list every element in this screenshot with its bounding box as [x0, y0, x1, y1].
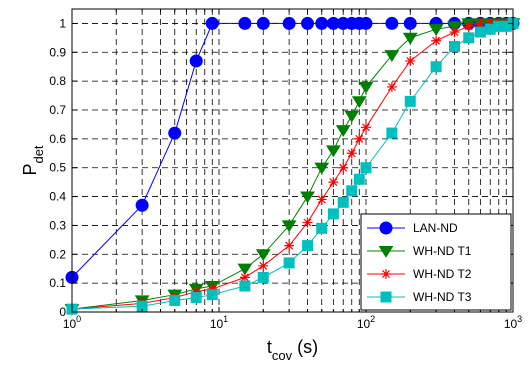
data-point: [168, 126, 182, 140]
data-point: [302, 240, 314, 252]
x-tick-label: 102: [357, 314, 375, 331]
axis-ticks: 0 0.1 0.2 0.3 0.4 0.5 0.6 0.7 0.8 0.9 1 100 101 102 10…: [49, 9, 522, 331]
data-point: [207, 283, 218, 294]
y-axis-label: Pdet: [20, 145, 46, 175]
data-point: [353, 173, 365, 185]
y-tick-label: 0: [59, 305, 66, 319]
data-point: [238, 16, 252, 30]
data-point: [301, 16, 315, 30]
data-point: [474, 26, 486, 38]
legend-marker: [380, 291, 392, 303]
data-point: [431, 35, 442, 46]
data-point: [449, 41, 461, 53]
data-point: [315, 16, 329, 30]
legend-label: LAN-ND: [413, 221, 458, 235]
data-point: [463, 21, 474, 32]
data-point: [405, 55, 416, 66]
data-point: [358, 81, 374, 94]
y-tick-label: 0.5: [49, 161, 66, 175]
legend-marker: [379, 221, 393, 235]
data-point: [346, 185, 358, 197]
data-point: [237, 263, 253, 276]
y-tick-label: 0.9: [49, 45, 66, 59]
data-point: [169, 294, 181, 306]
y-tick-label: 0.8: [49, 74, 66, 88]
y-tick-label: 1: [59, 16, 66, 30]
data-point: [255, 249, 271, 262]
legend-marker: [381, 269, 391, 279]
data-point: [351, 96, 367, 109]
y-tick-label: 0.2: [49, 247, 66, 261]
data-point: [258, 260, 269, 271]
data-point: [385, 16, 399, 30]
data-point: [386, 81, 397, 92]
data-point: [384, 50, 400, 62]
data-point: [485, 18, 496, 29]
data-point: [360, 162, 372, 174]
data-point: [403, 16, 417, 30]
data-point: [449, 27, 460, 38]
y-tick-label: 0.6: [49, 132, 66, 146]
data-point: [325, 145, 341, 158]
legend-label: WH-ND T2: [413, 267, 472, 281]
data-point: [386, 127, 398, 139]
data-point: [206, 289, 218, 301]
data-point: [337, 196, 349, 208]
data-point: [316, 194, 327, 205]
data-point: [354, 133, 365, 144]
data-point: [135, 198, 149, 212]
legend-label: WH-ND T3: [413, 290, 472, 304]
x-tick-label: 101: [210, 314, 228, 331]
data-point: [300, 191, 315, 204]
data-point: [284, 240, 295, 251]
data-point: [239, 280, 251, 292]
data-point: [316, 222, 328, 234]
y-tick-label: 0.3: [49, 218, 66, 232]
data-point: [190, 292, 202, 304]
data-point: [189, 54, 203, 68]
data-point: [463, 32, 475, 44]
data-point: [239, 272, 250, 283]
data-point: [257, 271, 269, 283]
data-point: [327, 208, 339, 220]
x-tick-label: 100: [63, 314, 81, 331]
data-point: [256, 16, 270, 30]
data-point: [430, 61, 442, 73]
data-point: [191, 286, 202, 297]
data-point: [281, 220, 297, 233]
data-point: [338, 162, 349, 173]
x-axis-label: tcov (s): [267, 337, 318, 363]
data-point: [302, 217, 313, 228]
y-tick-label: 0.1: [49, 276, 66, 290]
plot-frame: [71, 8, 514, 313]
data-point: [328, 177, 339, 188]
data-point: [428, 24, 444, 36]
data-point: [283, 257, 295, 269]
data-point: [361, 122, 371, 133]
data-point: [282, 16, 296, 30]
data-point: [447, 21, 462, 34]
data-point: [344, 110, 360, 123]
data-point: [346, 148, 357, 159]
legend-label: WH-ND T1: [413, 244, 472, 258]
data-point: [475, 18, 486, 29]
data-point: [335, 125, 351, 137]
legend-marker: [378, 245, 394, 258]
data-point: [314, 162, 330, 175]
y-tick-label: 0.7: [49, 103, 66, 117]
data-point: [402, 32, 418, 45]
data-point: [359, 16, 373, 30]
legend: LAN-ND WH-ND T1 WH-ND T2 WH-ND T3: [360, 213, 512, 311]
y-tick-label: 0.4: [49, 190, 66, 204]
plot-series: [64, 16, 521, 316]
data-point: [404, 95, 416, 107]
data-point: [205, 16, 219, 30]
x-tick-label: 103: [504, 314, 522, 331]
